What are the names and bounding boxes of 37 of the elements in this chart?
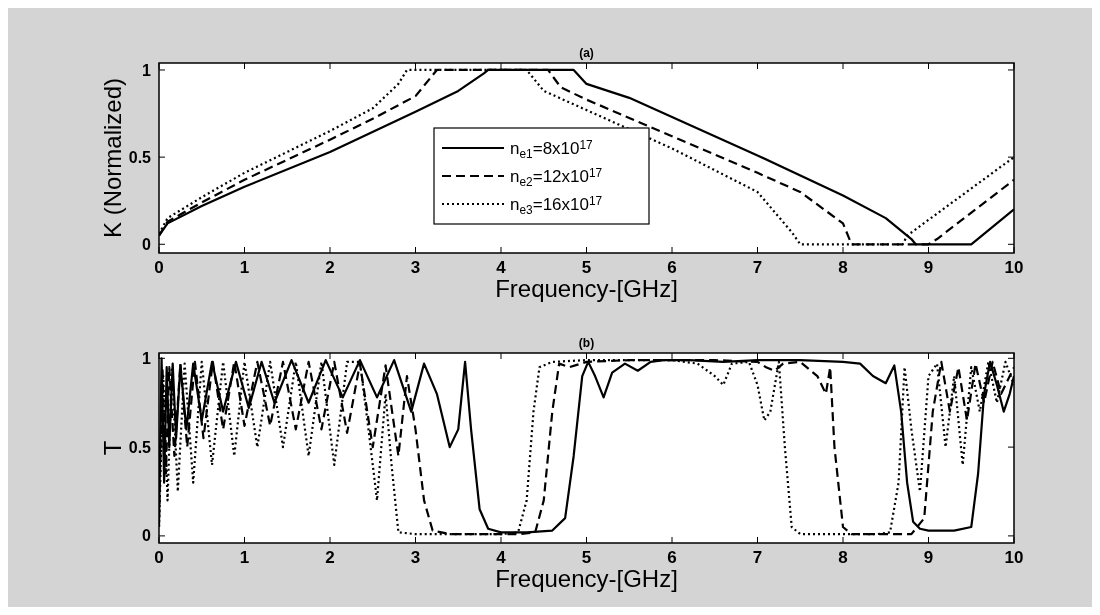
y-tick-label: 0 (142, 235, 152, 253)
chart-title: (a) (579, 46, 594, 60)
x-tick-label: 3 (410, 548, 421, 567)
x-tick-label: 9 (923, 258, 934, 277)
x-axis-title: Frequency-[GHz] (495, 275, 678, 302)
x-tick-label: 7 (752, 258, 763, 277)
y-tick-label: 0.5 (128, 438, 152, 456)
x-tick-label: 6 (667, 548, 677, 567)
x-tick-label: 2 (325, 548, 335, 567)
x-tick-label: 1 (239, 548, 250, 567)
y-tick-label: 0 (142, 527, 152, 545)
x-tick-label: 8 (838, 258, 848, 277)
x-axis-title: Frequency-[GHz] (495, 565, 678, 592)
y-axis-title: T (99, 440, 126, 456)
x-tick-label: 1 (239, 258, 250, 277)
x-tick-label: 0 (154, 548, 164, 567)
x-tick-label: 4 (496, 548, 507, 567)
legend-label: n$_{e3}$=16x10$^{17}$ (510, 193, 603, 217)
x-tick-label: 7 (752, 548, 763, 567)
y-tick-label: 1 (142, 349, 152, 367)
y-tick-label: 1 (142, 61, 152, 79)
legend-label: n$_{e1}$=8x10$^{17}$ (510, 137, 594, 161)
chart-title: (b) (578, 336, 595, 350)
x-tick-label: 10 (1004, 548, 1024, 567)
y-axis-title: K (Normalized) (99, 77, 126, 239)
x-tick-label: 4 (496, 258, 507, 277)
x-tick-label: 5 (581, 548, 592, 567)
x-tick-label: 0 (154, 258, 164, 277)
x-tick-label: 9 (923, 548, 934, 567)
x-tick-label: 5 (581, 258, 592, 277)
x-tick-label: 3 (410, 258, 421, 277)
legend-label: n$_{e2}$=12x10$^{17}$ (510, 165, 603, 189)
x-tick-label: 8 (838, 548, 848, 567)
x-tick-label: 6 (667, 258, 677, 277)
x-tick-label: 2 (325, 258, 335, 277)
x-tick-label: 10 (1004, 258, 1024, 277)
y-tick-label: 0.5 (128, 148, 152, 166)
